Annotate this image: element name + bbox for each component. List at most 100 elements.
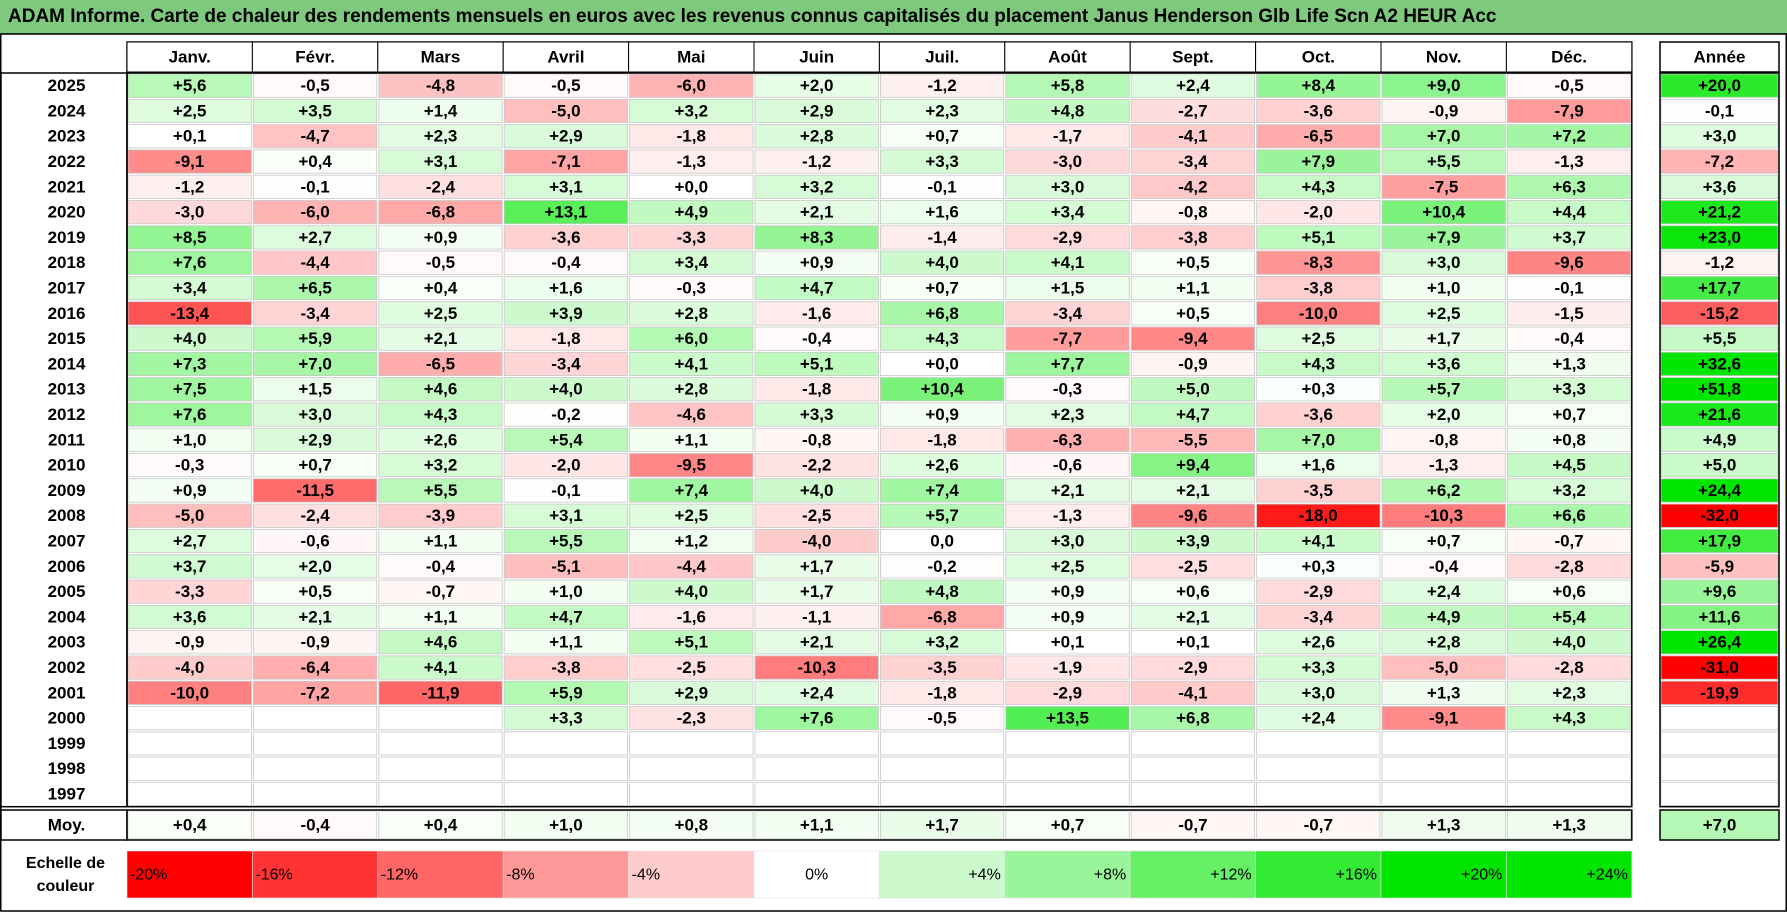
heatmap-cell	[880, 275, 1005, 301]
cell-value: -1,3	[677, 152, 706, 171]
heatmap-cell	[1130, 731, 1255, 756]
average-cell	[880, 810, 1005, 840]
annual-value: +26,4	[1698, 633, 1742, 652]
cell-value: -8,3	[1304, 253, 1333, 272]
heatmap-cell	[378, 579, 503, 604]
cell-value: +5,4	[549, 430, 583, 449]
cell-value: +1,0	[549, 582, 583, 601]
heatmap-cell	[1507, 351, 1632, 376]
month-header-label: Févr.	[295, 47, 335, 66]
heatmap-cell	[1005, 478, 1130, 503]
annual-cell	[1660, 478, 1779, 503]
cell-value: -0,9	[1178, 354, 1207, 373]
heatmap-cell	[503, 554, 629, 579]
cell-value: +1,1	[675, 430, 709, 449]
heatmap-cell	[880, 630, 1005, 655]
average-value: +1,3	[1427, 815, 1461, 834]
heatmap-cell	[503, 149, 629, 174]
heatmap-cell	[378, 782, 503, 807]
heatmap-cell	[629, 73, 754, 98]
heatmap-cell	[1130, 174, 1255, 199]
cell-value: +8,3	[800, 228, 834, 247]
cell-value: +2,3	[1051, 405, 1085, 424]
heatmap-cell	[503, 503, 629, 528]
cell-value: -3,4	[1053, 304, 1083, 323]
heatmap-cell	[127, 503, 252, 528]
heatmap-cell	[880, 503, 1005, 528]
cell-value: -9,6	[1554, 253, 1583, 272]
cell-value: +4,5	[1552, 456, 1586, 475]
heatmap-cell	[754, 680, 879, 705]
cell-value: +2,7	[298, 228, 332, 247]
heatmap-cell	[1256, 782, 1381, 807]
heatmap-cell	[1507, 326, 1632, 351]
heatmap-cell	[1130, 630, 1255, 655]
cell-value: +3,3	[1552, 380, 1586, 399]
annual-cell	[1660, 706, 1779, 731]
heatmap-cell	[880, 529, 1005, 554]
heatmap-cell	[1005, 680, 1130, 705]
cell-value: +7,6	[173, 405, 207, 424]
heatmap-cell	[252, 250, 378, 275]
cell-value: -1,3	[1053, 506, 1082, 525]
heatmap-cell	[1507, 377, 1632, 402]
cell-value: -0,4	[551, 253, 581, 272]
heatmap-cell	[503, 124, 629, 149]
cell-value: +0,5	[1176, 304, 1210, 323]
heatmap-cell	[252, 731, 378, 756]
heatmap-cell	[880, 73, 1005, 98]
heatmap-cell	[880, 225, 1005, 250]
average-value: +1,7	[925, 815, 959, 834]
annual-cell	[1660, 503, 1779, 528]
annual-cell	[1660, 453, 1779, 478]
heatmap-cell	[754, 225, 879, 250]
average-cell	[1381, 810, 1506, 840]
annual-cell	[1660, 782, 1779, 807]
heatmap-cell	[754, 478, 879, 503]
average-value: -0,7	[1178, 815, 1207, 834]
heatmap-cell	[252, 579, 378, 604]
heatmap-cell	[503, 756, 629, 781]
cell-value: -7,9	[1554, 101, 1583, 120]
cell-value: +2,8	[800, 127, 834, 146]
heatmap-cell	[629, 503, 754, 528]
cell-value: -0,4	[1554, 329, 1584, 348]
heatmap-cell	[754, 351, 879, 376]
scale-label: +20%	[1461, 867, 1502, 884]
scale-label: -16%	[255, 867, 292, 884]
cell-value: +4,1	[424, 658, 458, 677]
annual-cell	[1660, 756, 1779, 781]
average-value: +1,0	[549, 815, 583, 834]
heatmap-cell	[1005, 301, 1130, 326]
heatmap-cell	[1130, 402, 1255, 427]
cell-value: +3,4	[675, 253, 709, 272]
heatmap-cell	[1381, 250, 1506, 275]
heatmap-cell	[127, 377, 252, 402]
cell-value: +5,1	[675, 633, 709, 652]
row-year-label: 2022	[48, 152, 86, 171]
heatmap-cell	[252, 427, 378, 452]
heatmap-cell	[1005, 579, 1130, 604]
heatmap-cell	[629, 478, 754, 503]
cell-value: +2,9	[298, 430, 332, 449]
cell-value: +9,4	[1176, 456, 1210, 475]
heatmap-cell	[503, 731, 629, 756]
annual-value: +21,2	[1698, 203, 1741, 222]
row-year-label: 1998	[48, 759, 86, 778]
annual-value: -5,9	[1705, 557, 1734, 576]
heatmap-cell	[880, 554, 1005, 579]
heatmap-cell	[1381, 579, 1506, 604]
cell-value: +3,3	[800, 405, 834, 424]
heatmap-cell	[1507, 579, 1632, 604]
average-annual-cell	[1659, 809, 1780, 841]
heatmap-cell	[754, 301, 879, 326]
cell-value: -2,4	[426, 177, 456, 196]
cell-value: +8,5	[173, 228, 207, 247]
cell-value: -0,9	[300, 633, 329, 652]
cell-value: +6,3	[1552, 177, 1586, 196]
heatmap-cell	[1130, 326, 1255, 351]
cell-value: +4,1	[1302, 532, 1336, 551]
heatmap-cell	[252, 478, 378, 503]
heatmap-cell	[1005, 630, 1130, 655]
cell-value: +2,9	[800, 101, 834, 120]
